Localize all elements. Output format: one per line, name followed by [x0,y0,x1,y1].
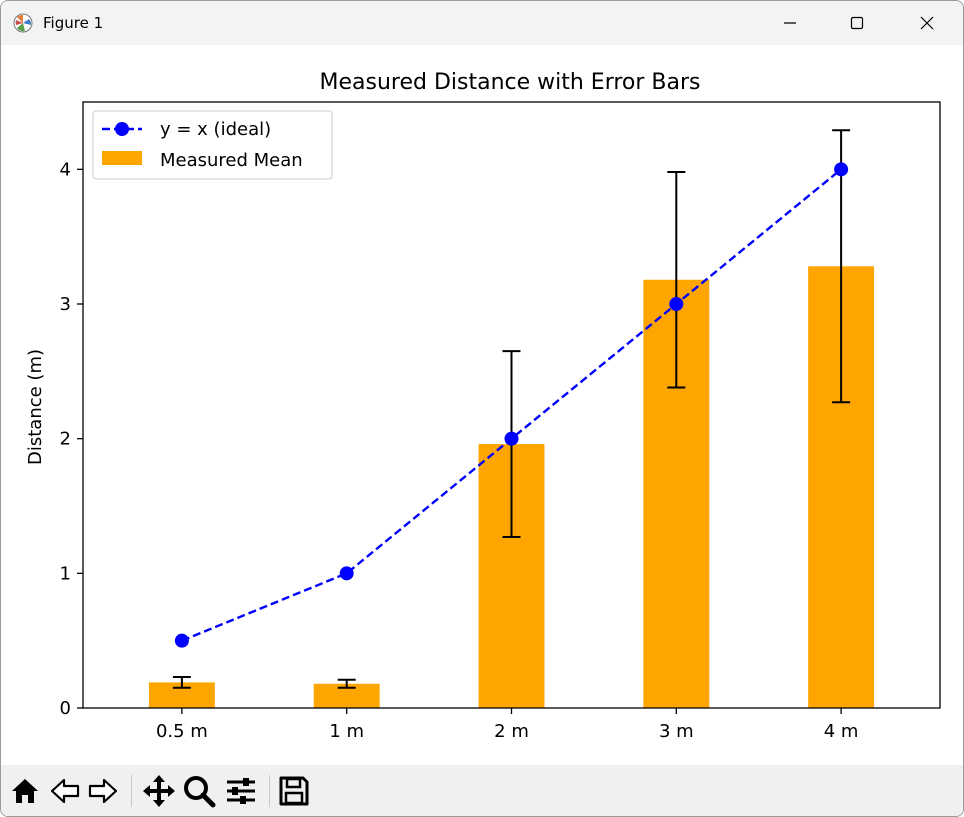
save-button[interactable] [276,773,312,809]
ideal-point-0 [174,633,189,648]
zoom-button[interactable] [181,773,217,809]
axes-layer: 0 1 2 3 4 0.5 m 1 m 2 m 3 m 4 m [60,101,941,742]
maximize-icon [850,16,864,30]
navigation-toolbar [1,765,963,816]
pan-button[interactable] [141,773,177,809]
chart-title: Measured Distance with Error Bars [319,70,700,95]
y-tick-label: 1 [60,563,71,584]
window-title: Figure 1 [43,14,104,32]
minimize-icon [784,22,796,24]
configure-subplots-icon [227,778,255,804]
legend-line-marker [115,122,129,136]
y-tick-label: 3 [60,294,71,315]
home-button[interactable] [7,773,43,809]
save-icon [279,776,309,806]
y-tick-label: 4 [60,159,71,180]
maximize-button[interactable] [829,1,885,45]
pan-icon [143,775,175,807]
zoom-icon [184,776,216,808]
bars-layer [148,266,875,708]
x-tick-label: 4 m [824,721,859,742]
ideal-point-1 [339,566,354,581]
ideal-line-layer [174,162,849,648]
legend-bar-swatch [102,151,142,165]
y-tick-label: 0 [60,698,71,719]
forward-arrow-icon [88,778,118,804]
legend: y = x (ideal) Measured Mean [92,110,333,180]
close-icon [920,16,934,30]
ideal-point-4 [834,162,849,177]
forward-button[interactable] [85,773,121,809]
configure-subplots-button[interactable] [223,773,259,809]
close-button[interactable] [899,1,955,45]
figure-canvas[interactable]: Measured Distance with Error Bars Distan… [1,45,963,765]
legend-label-ideal: y = x (ideal) [160,119,271,140]
matplotlib-logo-icon [13,13,33,33]
chart: Measured Distance with Error Bars Distan… [1,45,963,765]
back-arrow-icon [50,778,80,804]
y-tick-label: 2 [60,429,71,450]
title-bar: Figure 1 [1,1,963,45]
ideal-point-2 [504,431,519,446]
legend-label-measured: Measured Mean [160,150,303,171]
back-button[interactable] [47,773,83,809]
ideal-point-3 [669,297,684,311]
minimize-button[interactable] [762,1,818,45]
x-tick-label: 3 m [659,721,694,742]
x-tick-label: 1 m [329,721,364,742]
toolbar-separator [269,775,270,807]
toolbar-separator [131,775,132,807]
home-icon [12,779,38,803]
x-tick-label: 2 m [494,721,529,742]
x-tick-label: 0.5 m [156,721,208,742]
y-axis-label: Distance (m) [25,349,46,465]
